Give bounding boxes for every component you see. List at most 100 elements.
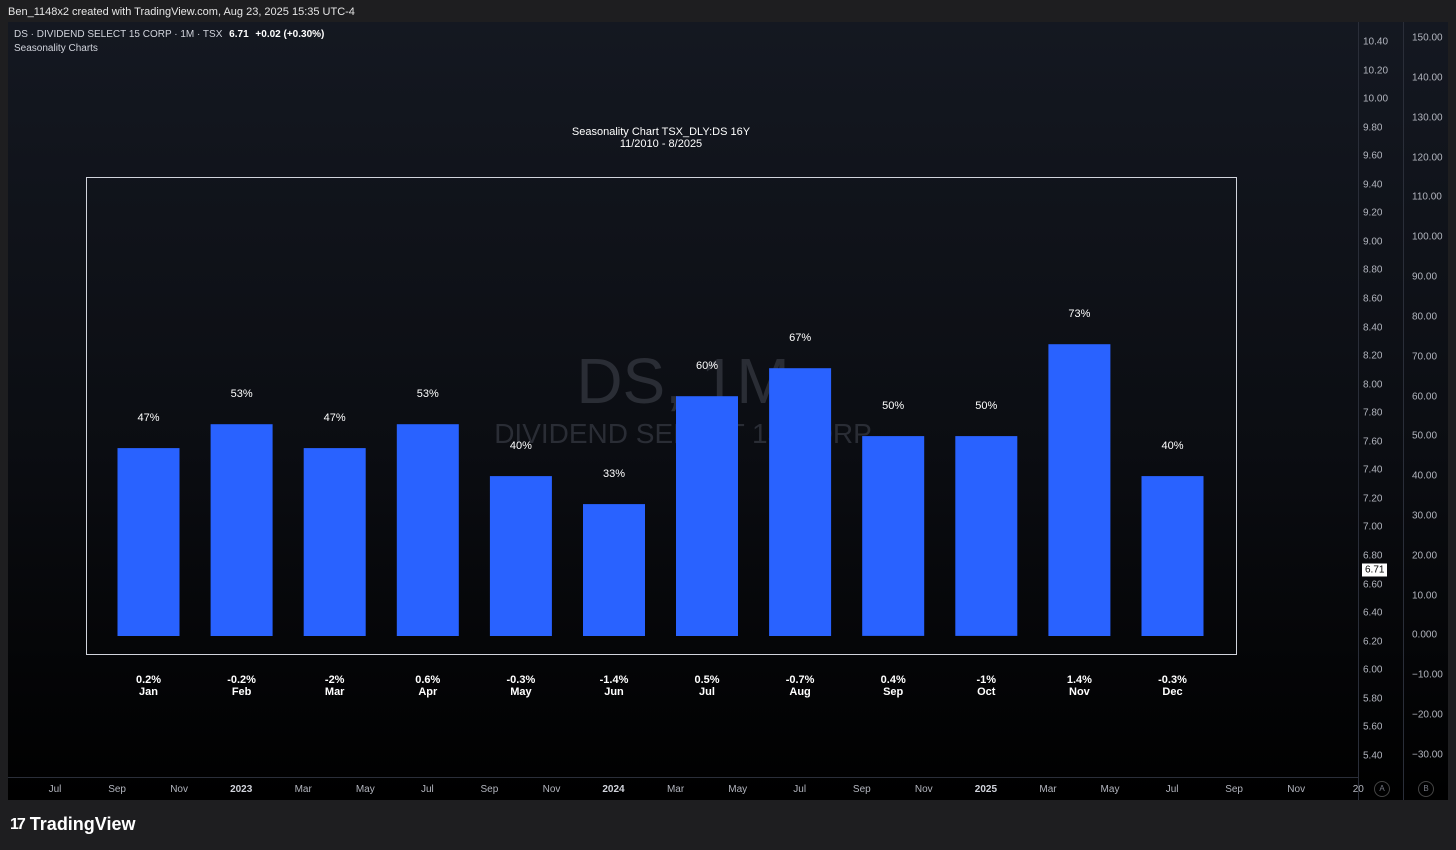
bar-label: 47% [324, 412, 346, 424]
month-label: Jun [604, 686, 624, 698]
indicator-tick: 60.00 [1412, 391, 1438, 402]
indicator-tick: 100.00 [1412, 231, 1443, 243]
bar-aug[interactable] [769, 368, 832, 636]
month-label: Oct [977, 686, 996, 698]
chart-panel[interactable]: DS · DIVIDEND SELECT 15 CORP · 1M · TSX … [8, 22, 1448, 800]
price-change: +0.02 (+0.30%) [255, 29, 325, 40]
indicator-tick: 110.00 [1412, 191, 1442, 203]
avg-return-label: 0.4% [881, 674, 906, 686]
indicator-tick: 80.00 [1412, 311, 1438, 323]
price-tick: 6.00 [1363, 664, 1383, 676]
price-tick: 7.80 [1363, 407, 1383, 419]
month-label: Apr [418, 686, 438, 698]
bar-nov[interactable] [1048, 344, 1111, 636]
avg-return-label: -0.7% [786, 674, 815, 686]
indicator-tick: 140.00 [1412, 72, 1443, 84]
month-label: Dec [1162, 686, 1182, 698]
indicator-tick: 10.00 [1412, 590, 1438, 602]
price-tick: 9.20 [1363, 207, 1383, 219]
indicator-tick: 30.00 [1412, 510, 1438, 522]
time-tick: Sep [852, 784, 871, 795]
tradingview-logo-icon: 17 [10, 815, 26, 833]
price-tick: 9.80 [1363, 122, 1383, 134]
bar-jan[interactable] [117, 448, 180, 636]
bar-may[interactable] [489, 476, 552, 636]
bar-apr[interactable] [396, 424, 459, 636]
price-tick: 5.40 [1363, 750, 1383, 762]
bar-jul[interactable] [676, 396, 738, 636]
bar-oct[interactable] [955, 436, 1018, 636]
month-label: Sep [883, 686, 903, 698]
axis-divider-left [1358, 22, 1359, 800]
time-tick: 20 [1352, 784, 1364, 795]
bar-jun[interactable] [583, 504, 645, 636]
bar-label: 50% [975, 400, 997, 412]
bar-label: 53% [231, 388, 253, 400]
bar-sep[interactable] [862, 436, 925, 636]
indicator-tick: −20.00 [1412, 709, 1443, 721]
time-tick: Nov [542, 784, 561, 795]
avg-return-label: 0.2% [136, 674, 161, 686]
symbol-description[interactable]: DS · DIVIDEND SELECT 15 CORP · 1M · TSX [14, 29, 223, 40]
avg-return-label: -0.2% [227, 674, 256, 686]
chart-frame [86, 177, 1237, 655]
bar-feb[interactable] [210, 424, 273, 636]
price-tick: 10.00 [1363, 93, 1389, 105]
bar-dec[interactable] [1141, 476, 1204, 636]
time-tick: Mar [294, 784, 312, 795]
indicator-tick: 0.000 [1412, 629, 1438, 641]
price-tick: 9.60 [1363, 150, 1383, 162]
indicator-tick: 130.00 [1412, 112, 1443, 124]
time-tick: 2024 [602, 784, 625, 795]
bar-label: 47% [137, 412, 159, 424]
bar-mar[interactable] [303, 448, 366, 636]
indicator-tick: 120.00 [1412, 152, 1443, 163]
time-tick: Jul [793, 784, 807, 795]
time-tick: Sep [480, 784, 499, 795]
avg-return-label: 0.6% [415, 674, 440, 686]
indicator-title[interactable]: Seasonality Charts [14, 43, 98, 54]
time-tick: Nov [170, 784, 188, 795]
price-tick: 10.40 [1363, 36, 1389, 48]
price-tick: 8.20 [1363, 350, 1383, 362]
indicator-tick: 40.00 [1412, 470, 1438, 482]
price-tick: 6.40 [1363, 607, 1383, 619]
avg-return-label: 0.5% [694, 674, 719, 686]
time-tick: Nov [914, 784, 933, 795]
log-scale-button[interactable]: B [1418, 781, 1434, 797]
bar-label: 40% [510, 440, 532, 452]
price-tick: 7.60 [1363, 436, 1383, 448]
time-tick: Jul [420, 784, 434, 795]
price-tick: 5.80 [1363, 693, 1383, 705]
indicator-tick: 50.00 [1412, 430, 1438, 442]
time-tick: Mar [666, 784, 685, 795]
price-tick: 8.40 [1363, 322, 1383, 333]
month-label: Jul [699, 686, 715, 698]
time-tick: Jul [1165, 784, 1179, 795]
chart-title: Seasonality Chart TSX_DLY:DS 16Y [572, 126, 751, 138]
month-label: Mar [325, 686, 345, 698]
price-tick: 9.40 [1363, 179, 1383, 191]
tradingview-logo[interactable]: 17 TradingView [10, 814, 136, 835]
indicator-tick: 20.00 [1412, 550, 1438, 562]
time-tick: 2025 [974, 784, 998, 795]
avg-return-label: -2% [325, 674, 345, 686]
time-tick: May [355, 784, 375, 795]
symbol-legend[interactable]: DS · DIVIDEND SELECT 15 CORP · 1M · TSX … [14, 29, 324, 40]
time-tick: 2023 [230, 784, 253, 795]
bar-label: 50% [882, 400, 904, 412]
price-tick: 6.60 [1363, 579, 1383, 590]
avg-return-label: -1% [977, 674, 997, 686]
indicator-tick: −10.00 [1412, 669, 1443, 681]
chart-subtitle: 11/2010 - 8/2025 [620, 138, 702, 150]
bar-label: 60% [696, 360, 718, 372]
indicator-tick: 150.00 [1412, 32, 1443, 44]
time-axis-line [8, 777, 1358, 778]
indicator-tick: −30.00 [1412, 749, 1443, 761]
price-tick: 7.40 [1363, 464, 1383, 476]
auto-scale-button[interactable]: A [1374, 781, 1390, 797]
bar-label: 73% [1068, 308, 1090, 320]
price-tick: 9.00 [1363, 236, 1383, 248]
brand-name: TradingView [29, 814, 136, 834]
bar-label: 33% [603, 468, 625, 480]
